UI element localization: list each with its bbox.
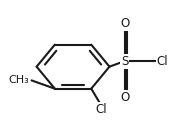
Text: O: O <box>120 17 129 30</box>
Text: CH₃: CH₃ <box>9 75 29 85</box>
Text: Cl: Cl <box>96 103 107 116</box>
Text: O: O <box>120 91 129 104</box>
Text: Cl: Cl <box>157 55 168 68</box>
Text: S: S <box>121 55 128 68</box>
